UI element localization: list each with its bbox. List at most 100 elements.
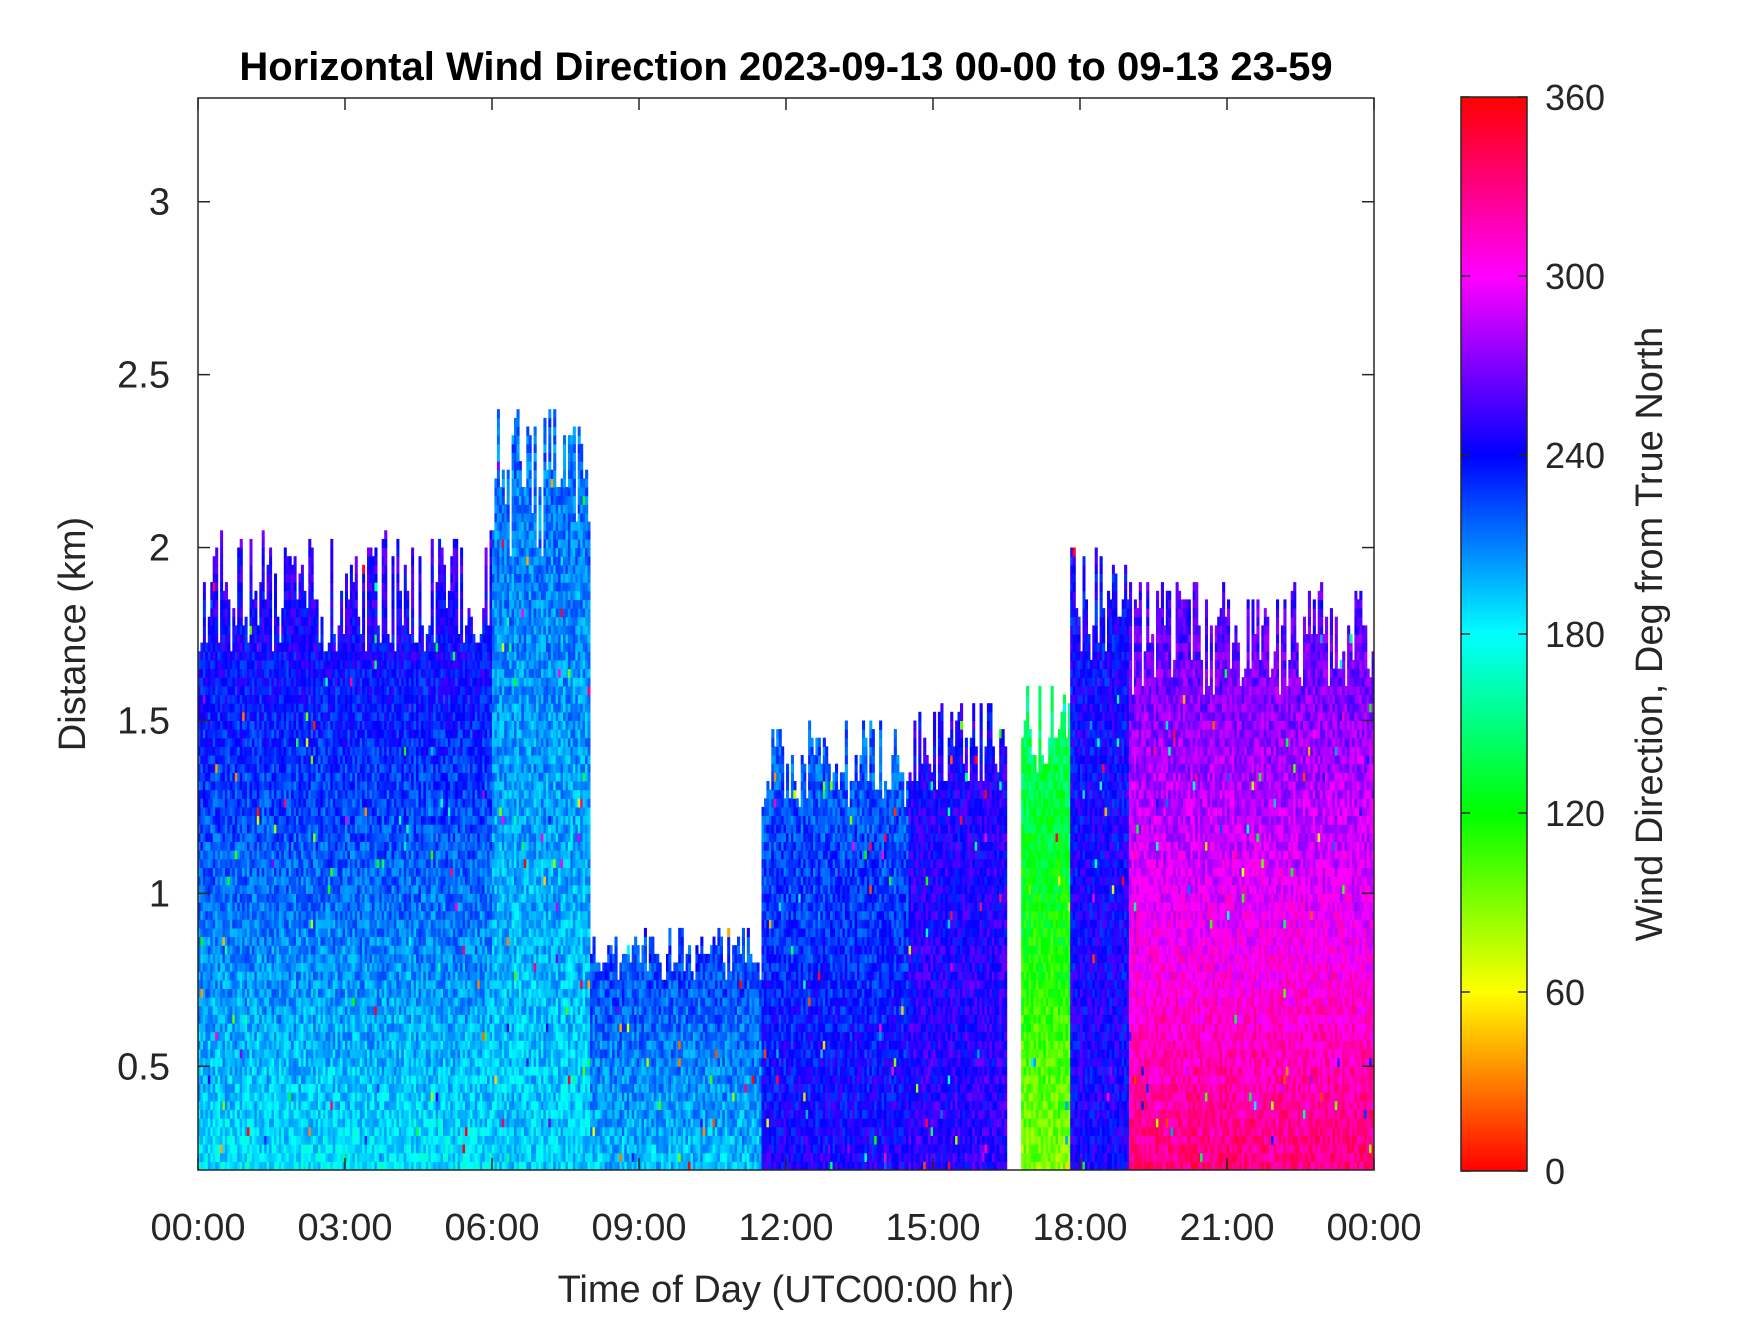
heatmap-cell: [210, 651, 214, 661]
heatmap-cell: [264, 694, 268, 704]
heatmap-cell: [202, 841, 206, 851]
heatmap-cell: [217, 772, 221, 782]
heatmap-cell: [281, 867, 285, 877]
heatmap-cell: [288, 659, 292, 670]
heatmap-cell: [286, 616, 290, 626]
heatmap-cell: [234, 789, 238, 799]
heatmap-cell: [220, 1109, 224, 1119]
heatmap-cell: [200, 659, 204, 670]
heatmap-cell: [234, 902, 238, 912]
heatmap-cell: [247, 927, 251, 938]
heatmap-cell: [242, 953, 246, 964]
heatmap-cell: [283, 936, 287, 946]
heatmap-cell: [229, 1135, 233, 1145]
heatmap-cell: [362, 634, 366, 644]
heatmap-cell: [222, 806, 226, 817]
heatmap-cell: [281, 910, 285, 920]
heatmap-cell: [303, 953, 307, 964]
heatmap-cell: [212, 781, 216, 791]
heatmap-cell: [276, 1092, 280, 1102]
heatmap-cell: [232, 1100, 236, 1110]
heatmap-cell: [222, 1135, 226, 1145]
heatmap-cell: [254, 1023, 258, 1033]
heatmap-cell: [269, 1031, 273, 1041]
heatmap-cell: [271, 677, 275, 687]
heatmap-cell: [261, 677, 265, 687]
heatmap-cell: [217, 781, 221, 791]
heatmap-cell: [298, 832, 302, 842]
heatmap-cell: [232, 927, 236, 938]
heatmap-cell: [274, 781, 277, 791]
heatmap-cell: [305, 711, 309, 721]
heatmap-cell: [283, 1109, 287, 1119]
heatmap-cell: [266, 590, 270, 600]
heatmap-cell: [259, 746, 263, 756]
heatmap-cell: [210, 608, 214, 618]
heatmap-cell: [200, 876, 204, 886]
heatmap-cell: [276, 1014, 280, 1024]
heatmap-cell: [212, 945, 216, 955]
heatmap-cell: [215, 1057, 219, 1067]
heatmap-cell: [269, 1023, 273, 1033]
heatmap-cell: [256, 867, 260, 877]
heatmap-cell: [256, 884, 260, 894]
heatmap-cell: [234, 1100, 238, 1110]
heatmap-cell: [291, 867, 295, 877]
heatmap-cell: [303, 979, 307, 989]
heatmap-cell: [210, 1066, 214, 1076]
heatmap-cell: [300, 884, 304, 894]
heatmap-cell: [264, 1161, 268, 1170]
heatmap-cell: [229, 1161, 233, 1170]
heatmap-cell: [300, 971, 304, 981]
heatmap-cell: [237, 781, 241, 791]
heatmap-cell: [288, 997, 292, 1007]
heatmap-cell: [254, 867, 258, 877]
heatmap-cell: [222, 763, 226, 773]
heatmap-cell: [269, 841, 273, 851]
heatmap-cell: [244, 832, 248, 842]
heatmap-cell: [249, 979, 253, 989]
heatmap-cell: [300, 616, 304, 626]
heatmap-cell: [254, 832, 258, 842]
heatmap-cell: [296, 858, 299, 868]
heatmap-cell: [212, 608, 216, 618]
heatmap-cell: [278, 1083, 282, 1093]
heatmap-cell: [244, 1161, 248, 1170]
heatmap-cell: [251, 867, 255, 877]
heatmap-cell: [229, 858, 233, 868]
heatmap-cell: [293, 668, 297, 678]
heatmap-cell: [264, 1083, 268, 1093]
heatmap-cell: [205, 703, 209, 713]
heatmap-cell: [261, 538, 265, 549]
heatmap-cell: [286, 884, 290, 894]
heatmap-cell: [266, 876, 270, 886]
heatmap-cell: [264, 608, 268, 618]
heatmap-cell: [198, 685, 201, 696]
heatmap-cell: [274, 677, 277, 687]
heatmap-cell: [242, 711, 246, 721]
heatmap-cell: [298, 927, 302, 938]
heatmap-cell: [234, 1152, 238, 1162]
heatmap-cell: [286, 556, 290, 566]
heatmap-cell: [242, 677, 246, 687]
heatmap-cell: [288, 625, 292, 635]
heatmap-cell: [276, 806, 280, 817]
heatmap-cell: [229, 971, 233, 981]
heatmap-cell: [254, 997, 258, 1007]
heatmap-cell: [247, 737, 251, 747]
heatmap-cell: [212, 979, 216, 989]
heatmap-cell: [198, 1031, 201, 1041]
heatmap-cell: [229, 1118, 233, 1128]
heatmap-cell: [266, 781, 270, 791]
heatmap-cell: [234, 945, 238, 955]
heatmap-cell: [198, 841, 201, 851]
heatmap-cell: [224, 971, 228, 981]
heatmap-cell: [234, 1161, 238, 1170]
heatmap-cell: [278, 927, 282, 938]
heatmap-cell: [251, 962, 255, 972]
heatmap-cell: [303, 824, 307, 834]
heatmap-cell: [261, 599, 265, 609]
heatmap-cell: [264, 789, 268, 799]
heatmap-cell: [239, 625, 243, 635]
heatmap-cell: [247, 642, 251, 652]
